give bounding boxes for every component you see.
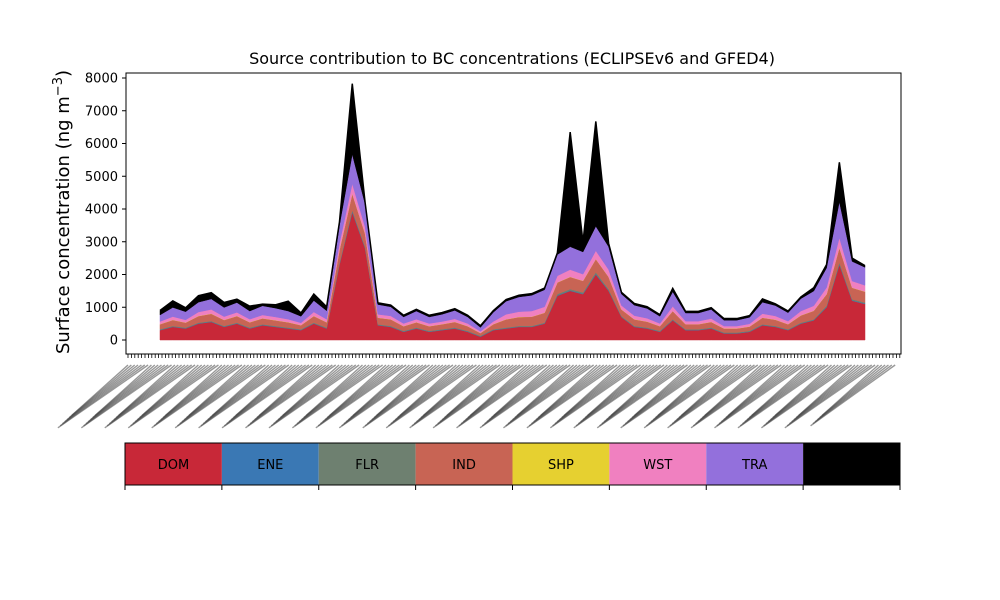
legend-swatch-dom — [125, 443, 222, 485]
x-tick-label — [643, 364, 735, 429]
x-tick-label — [57, 364, 149, 429]
x-tick-label — [385, 364, 477, 429]
y-axis-ticks: 0 1000 2000 3000 4000 5000 6000 7000 8000 — [85, 72, 126, 349]
x-tick-label — [315, 364, 407, 429]
y-tick-label: 1000 — [85, 301, 118, 316]
y-axis-label: Surface concentration (ng m−3) — [51, 70, 74, 354]
x-tick-label — [432, 364, 524, 429]
legend: DOM ENE FLR IND SHP WST TRA BB — [124, 442, 901, 490]
x-tick-label — [245, 364, 337, 429]
x-tick-label — [409, 364, 501, 429]
area-bb — [159, 83, 866, 328]
x-tick-label — [810, 364, 896, 427]
plot-frame — [125, 72, 902, 355]
x-tick-label — [596, 364, 688, 429]
chart-title: Source contribution to BC concentrations… — [249, 49, 775, 68]
x-tick-label — [784, 364, 876, 429]
y-tick-label: 5000 — [85, 170, 118, 185]
legend-label-tra: TRA — [741, 458, 767, 473]
legend-swatch-ene — [221, 443, 319, 485]
x-axis-ticks — [57, 354, 901, 429]
stacked-areas — [159, 83, 866, 341]
legend-swatch-shp — [512, 443, 610, 485]
x-tick-label — [80, 364, 172, 429]
x-tick-label — [362, 364, 454, 429]
x-tick-label — [760, 364, 853, 429]
x-tick-label — [620, 364, 712, 429]
y-tick-label: 4000 — [85, 203, 118, 218]
x-tick-label — [291, 364, 384, 429]
x-tick-label — [737, 364, 829, 429]
legend-label-shp: SHP — [548, 458, 574, 473]
x-tick-label — [573, 364, 665, 429]
x-tick-label — [549, 364, 641, 429]
legend-label-bb: BB — [843, 458, 861, 473]
legend-label-flr: FLR — [355, 458, 379, 473]
y-tick-label: 3000 — [85, 235, 118, 250]
x-tick-label — [526, 364, 618, 429]
y-tick-label: 0 — [110, 334, 118, 349]
legend-label-wst: WST — [643, 458, 672, 473]
x-tick-label — [198, 364, 290, 429]
legend-label-ind: IND — [452, 458, 476, 473]
x-tick-label — [667, 364, 759, 429]
x-tick-label — [104, 364, 196, 429]
x-tick-label — [127, 364, 219, 429]
y-tick-label: 7000 — [85, 104, 118, 119]
total-outline — [159, 83, 866, 327]
x-tick-label — [690, 364, 782, 429]
y-tick-label: 8000 — [85, 72, 118, 87]
x-tick-label — [456, 364, 548, 429]
y-tick-label: 2000 — [85, 268, 118, 283]
x-tick-label — [714, 364, 806, 429]
legend-swatch-tra — [706, 443, 804, 485]
legend-label-dom: DOM — [158, 458, 189, 473]
x-tick-label — [151, 364, 243, 429]
legend-label-ene: ENE — [257, 458, 283, 473]
x-tick-label — [479, 364, 571, 429]
x-tick-label — [268, 364, 360, 429]
legend-swatch-bb — [803, 443, 900, 485]
legend-swatch-flr — [318, 443, 416, 485]
x-tick-label — [221, 364, 313, 429]
y-tick-label: 6000 — [85, 137, 118, 152]
x-tick-label — [174, 364, 266, 429]
x-tick-label — [503, 364, 595, 429]
legend-swatch-wst — [609, 443, 707, 485]
legend-swatch-ind — [415, 443, 513, 485]
x-tick-label — [338, 364, 430, 429]
